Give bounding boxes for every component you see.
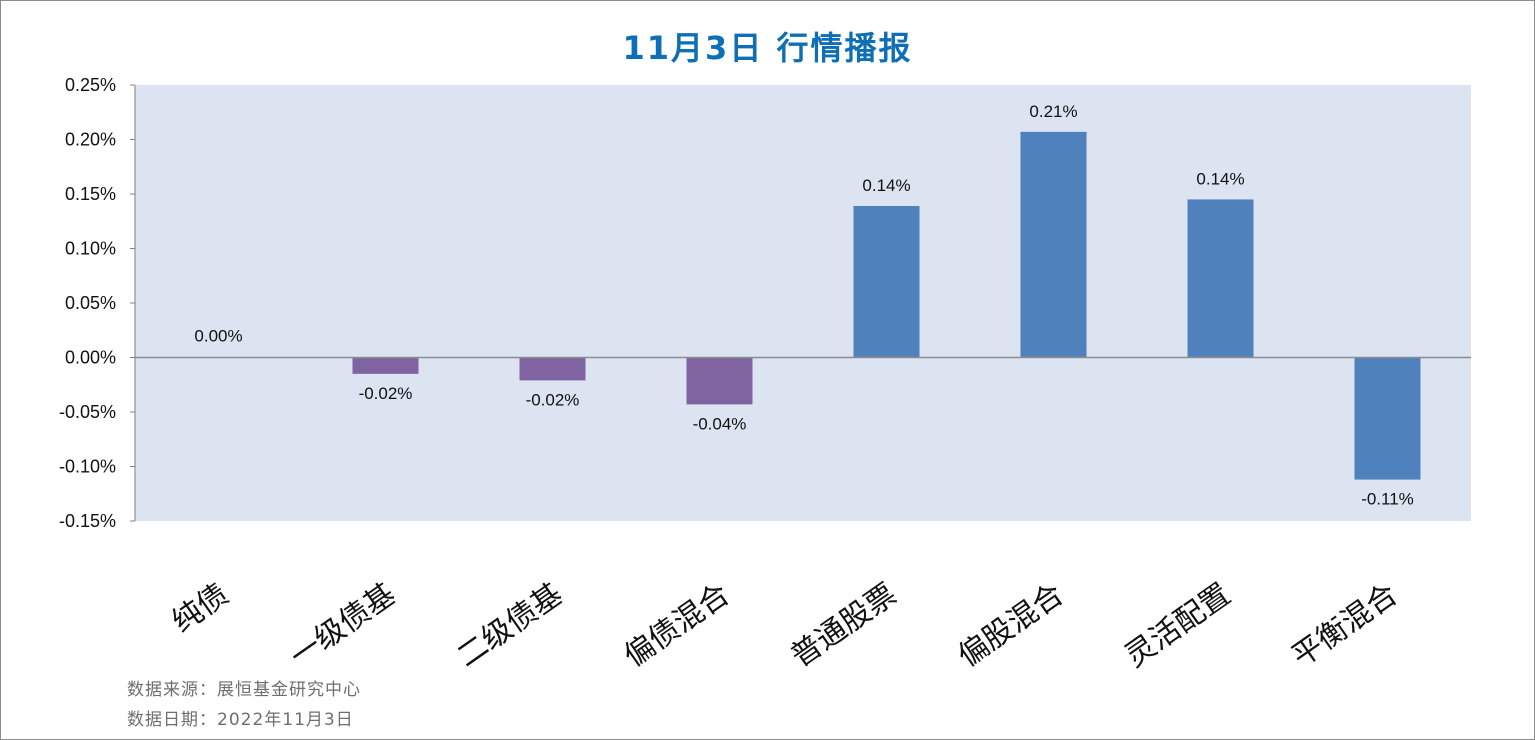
y-tick-label: 0.15%: [65, 184, 116, 204]
bars: [352, 131, 1421, 480]
y-tick-label: 0.25%: [65, 75, 116, 95]
y-tick-label: -0.10%: [59, 457, 116, 477]
y-axis: 0.25% 0.20% 0.15% 0.10% 0.05% 0.00% -0.05% -0.1…: [59, 75, 136, 531]
data-source-note: 数据来源：展恒基金研究中心: [127, 680, 361, 700]
bar: [853, 205, 920, 358]
bar: [519, 357, 586, 381]
y-tick-label: -0.15%: [59, 511, 116, 531]
chart-title: 11月3日 行情播报: [622, 29, 913, 67]
bar: [1020, 131, 1087, 358]
plot-area: [135, 85, 1471, 521]
data-label: -0.02%: [526, 390, 580, 409]
data-label: -0.02%: [359, 384, 413, 403]
category-label: 偏股混合: [952, 577, 1070, 674]
category-labels: 纯债 一级债基 二级债基 偏债混合 普通股票 偏股混合 灵活配置 平衡混合: [166, 577, 1404, 674]
category-label: 普通股票: [785, 577, 903, 674]
data-label: 0.21%: [1029, 102, 1077, 121]
data-labels: 0.00% -0.02% -0.02% -0.04% 0.14% 0.21% 0.14% -0…: [194, 102, 1413, 509]
bar: [1354, 357, 1421, 480]
category-label: 二级债基: [451, 577, 569, 674]
data-label: 0.14%: [862, 176, 910, 195]
y-tick-label: 0.05%: [65, 293, 116, 313]
category-label: 灵活配置: [1119, 577, 1237, 674]
category-label: 平衡混合: [1286, 577, 1404, 674]
category-label: 偏债混合: [618, 577, 736, 674]
data-label: -0.04%: [693, 414, 747, 433]
data-label: 0.00%: [194, 327, 242, 346]
y-tick-label: 0.00%: [65, 348, 116, 368]
y-tick-label: 0.20%: [65, 130, 116, 150]
data-label: -0.11%: [1361, 490, 1414, 509]
bar: [1187, 199, 1254, 358]
data-label: 0.14%: [1196, 169, 1244, 188]
data-date-note: 数据日期：2022年11月3日: [127, 710, 354, 730]
category-label: 纯债: [166, 577, 235, 640]
y-tick-label: -0.05%: [59, 402, 116, 422]
bar: [352, 357, 419, 374]
category-label: 一级债基: [284, 577, 402, 674]
y-tick-label: 0.10%: [65, 239, 116, 259]
bar: [686, 357, 753, 405]
